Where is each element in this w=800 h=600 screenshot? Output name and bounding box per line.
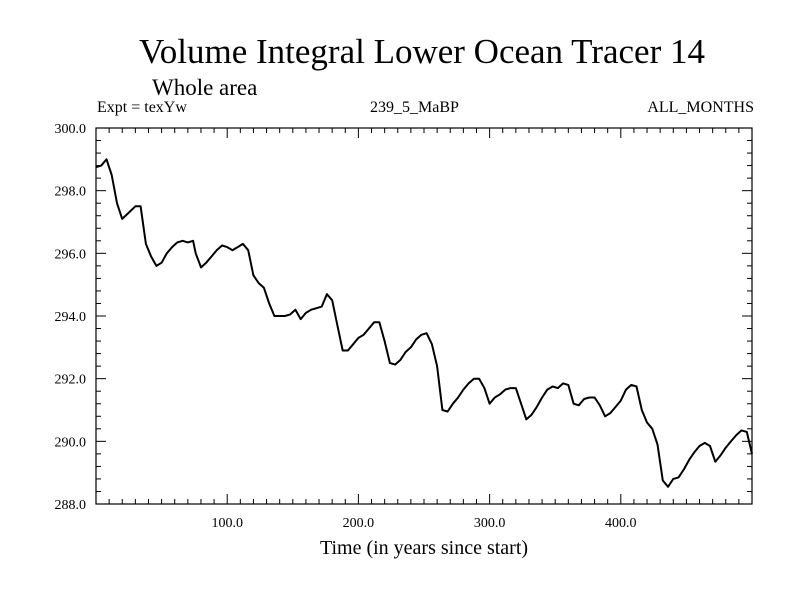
- chart-subtitle: Whole area: [152, 75, 258, 100]
- y-tick-label: 290.0: [55, 435, 87, 450]
- x-tick-label: 400.0: [605, 516, 637, 531]
- y-tick-label: 300.0: [55, 122, 87, 137]
- series-line: [95, 158, 753, 488]
- y-tick-label: 296.0: [55, 247, 87, 262]
- y-tick-label: 292.0: [55, 373, 87, 388]
- run-label: 239_5_MaBP: [370, 99, 459, 116]
- x-tick-label: 200.0: [343, 516, 375, 531]
- plot-frame: [95, 127, 753, 505]
- y-tick-label: 288.0: [55, 498, 87, 513]
- period-label: ALL_MONTHS: [647, 99, 754, 116]
- axis-tick-labels: 100.0 200.0 300.0 400.0 288.0 290.0 292.0 294.0…: [55, 122, 637, 531]
- x-tick-label: 100.0: [211, 516, 243, 531]
- y-tick-label: 298.0: [55, 185, 87, 200]
- y-tick-label: 294.0: [55, 310, 87, 325]
- axis-ticks: [96, 128, 752, 504]
- x-tick-label: 300.0: [474, 516, 506, 531]
- experiment-label: Expt = texYw: [97, 99, 187, 116]
- chart-title: Volume Integral Lower Ocean Tracer 14: [139, 32, 705, 71]
- x-axis-title: Time (in years since start): [320, 537, 528, 559]
